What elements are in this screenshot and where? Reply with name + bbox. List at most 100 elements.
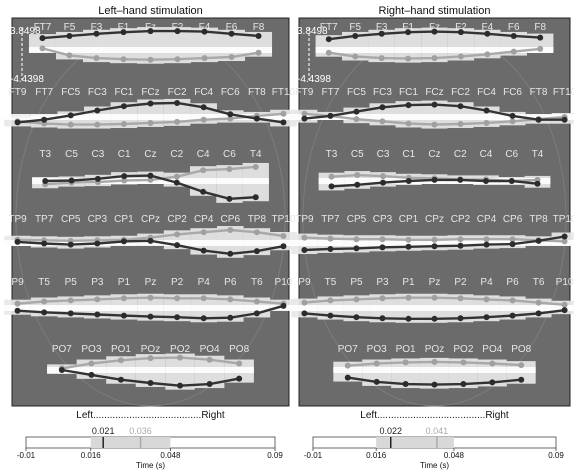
- data-point-light: [509, 236, 516, 243]
- data-point-dark: [173, 179, 180, 186]
- data-point-light: [227, 227, 234, 234]
- channel-row-2: FT9 FT7 FC5 FC3 FC1 FCz FC2 FC4 FC6 FT8 FT10: [4, 87, 297, 129]
- electrode-band-center: [369, 114, 396, 120]
- data-point-dark: [42, 178, 49, 184]
- electrode-label: POz: [141, 344, 160, 355]
- data-point-dark: [535, 237, 542, 244]
- data-point-light: [201, 55, 208, 62]
- electrode-label: P3: [91, 277, 104, 288]
- data-point-light: [510, 48, 517, 55]
- electrode-label: F8: [253, 22, 265, 33]
- electrode-label: PO7: [52, 344, 72, 355]
- electrode-label: P6: [224, 277, 237, 288]
- electrode-label: CP4: [194, 214, 214, 225]
- data-point-light: [177, 354, 184, 361]
- data-point-light: [41, 298, 48, 305]
- electrode-label: FC3: [373, 87, 392, 98]
- data-point-light: [301, 234, 308, 241]
- electrode-label: TP10: [553, 214, 574, 225]
- electrode-band-center: [368, 47, 395, 53]
- data-point-dark: [509, 312, 516, 319]
- data-point-dark: [147, 172, 154, 179]
- time-tick-label: 0.09: [548, 451, 564, 460]
- electrode-band-center: [343, 305, 370, 311]
- electrode-label: CP4: [477, 214, 497, 225]
- electrode-label: P4: [480, 277, 493, 288]
- data-point-light: [457, 236, 464, 243]
- time-tick-label: -0.01: [17, 451, 36, 460]
- data-point-light: [402, 359, 409, 366]
- data-point-light: [431, 55, 438, 62]
- data-point-dark: [280, 119, 287, 126]
- electrode-label: P3: [376, 277, 389, 288]
- electrode-band-center: [82, 47, 110, 53]
- electrode-band-center: [190, 240, 217, 246]
- data-point-dark: [457, 29, 464, 36]
- electrode-label: FC1: [399, 87, 418, 98]
- data-point-light: [301, 110, 308, 117]
- data-point-light: [228, 54, 235, 61]
- data-point-dark: [378, 30, 385, 37]
- data-point-dark: [39, 35, 46, 42]
- data-point-light: [537, 45, 544, 52]
- electrode-label: CP5: [61, 214, 81, 225]
- electrode-label: P10: [275, 277, 293, 288]
- data-point-dark: [174, 28, 181, 35]
- electrode-band-center: [110, 305, 138, 311]
- data-point-dark: [352, 32, 359, 39]
- electrode-label: C4: [197, 149, 210, 160]
- data-point-light: [280, 232, 287, 239]
- data-point-light: [200, 295, 207, 302]
- data-point-dark: [200, 188, 207, 195]
- electrode-label: PO1: [396, 344, 416, 355]
- electrode-label: Cz: [144, 149, 156, 160]
- electrode-band-center: [216, 178, 243, 184]
- electrode-label: FC5: [347, 87, 366, 98]
- data-point-dark: [201, 28, 208, 35]
- panel-xlabel: Left....................................…: [76, 410, 225, 421]
- electrode-band-center: [473, 305, 500, 311]
- data-point-dark: [405, 178, 412, 184]
- time-marker-label: 0.041: [426, 426, 449, 436]
- electrode-band-center: [420, 367, 449, 373]
- electrode-label: C3: [377, 149, 390, 160]
- data-point-dark: [534, 180, 541, 187]
- data-point-dark: [327, 312, 334, 319]
- electrode-band-center: [57, 305, 85, 311]
- data-point-light: [147, 56, 154, 63]
- data-point-dark: [227, 111, 234, 118]
- data-point-dark: [253, 310, 260, 317]
- electrode-label: FC3: [88, 87, 107, 98]
- data-point-dark: [177, 382, 184, 389]
- data-point-dark: [252, 194, 259, 201]
- electrode-band-center: [421, 305, 448, 311]
- data-point-light: [405, 55, 412, 62]
- electrode-label: FT7: [322, 87, 340, 98]
- data-point-dark: [518, 376, 525, 383]
- data-point-dark: [227, 250, 234, 257]
- electrode-band-center: [137, 114, 164, 120]
- electrode-label: F1: [118, 22, 130, 33]
- data-point-dark: [94, 311, 101, 318]
- electrode-label: F4: [482, 22, 494, 33]
- data-point-dark: [431, 176, 438, 183]
- electrode-label: C1: [402, 149, 415, 160]
- electrode-band-center: [421, 114, 448, 120]
- electrode-label: F8: [534, 22, 546, 33]
- time-tick-label: 0.048: [444, 451, 465, 460]
- data-point-dark: [457, 103, 464, 110]
- data-point-dark: [431, 381, 438, 388]
- time-tick-label: 0.09: [267, 451, 283, 460]
- data-point-dark: [405, 315, 412, 322]
- electrode-label: C2: [454, 149, 467, 160]
- data-point-dark: [88, 371, 95, 378]
- electrode-label: FCz: [425, 87, 443, 98]
- data-point-light: [226, 166, 233, 173]
- electrode-label: T6: [533, 277, 545, 288]
- scale-min-label: -4.4398: [10, 74, 44, 85]
- electrode-label: CPz: [425, 214, 444, 225]
- data-point-dark: [483, 241, 490, 248]
- electrode-label: POz: [425, 344, 444, 355]
- data-point-light: [301, 299, 308, 306]
- electrode-label: PO2: [170, 344, 190, 355]
